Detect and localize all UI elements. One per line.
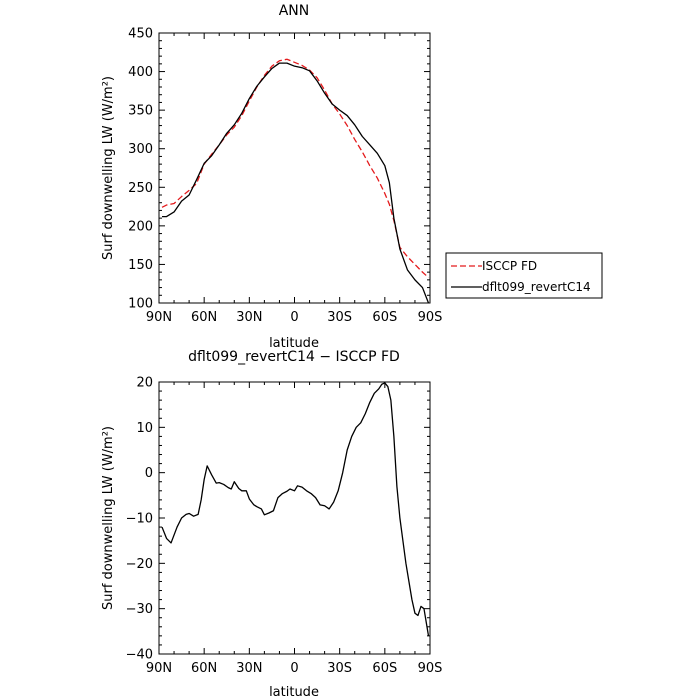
legend-label-model: dflt099_revertC14 [482,280,591,294]
bottom-x-tick-label: 0 [290,661,298,676]
top-x-tick-label: 60S [372,310,397,325]
top-series-line-1 [162,62,430,304]
top-x-tick-label: 60N [191,310,217,325]
bottom-y-tick-label: −10 [126,512,153,527]
bottom-y-axis-title: Surf downwelling LW (W/m²) [101,426,116,610]
top-x-tick-label: 30S [327,310,352,325]
top-plot-title: ANN [279,3,310,19]
bottom-y-tick-label: 10 [136,421,153,436]
top-y-tick-label: 450 [128,27,153,42]
legend: ISCCP FD dflt099_revertC14 [445,252,603,299]
bottom-y-tick-label: −40 [126,648,153,663]
bottom-y-tick-label: −30 [126,602,153,617]
bottom-plot-frame [158,381,431,655]
bottom-y-tick-label: 20 [136,376,153,391]
top-x-axis-title: latitude [269,336,319,351]
bottom-x-tick-label: 60N [191,661,217,676]
legend-frame [445,252,603,299]
bottom-x-axis-title: latitude [269,685,319,700]
bottom-panel: dflt099_revertC14 − ISCCP FD 90N 60N 30N 0 3… [101,349,442,700]
top-x-tick-label: 30N [236,310,262,325]
bottom-x-tick-label: 90N [146,661,172,676]
bottom-x-tick-label: 30S [327,661,352,676]
top-y-tick-label: 150 [128,258,153,273]
top-x-tick-label: 90N [146,310,172,325]
top-x-tick-label: 0 [290,310,298,325]
top-series-group [161,58,430,304]
top-y-tick-label: 350 [128,104,153,119]
bottom-ticks: 90N 60N 30N 0 30S 60S 90S −40 −30 −20 −10 0 10 20 [126,376,443,677]
top-y-tick-label: 300 [128,142,153,157]
top-y-tick-label: 250 [128,181,153,196]
bottom-y-tick-label: 0 [145,466,153,481]
bottom-x-tick-label: 90S [418,661,443,676]
bottom-plot-title: dflt099_revertC14 − ISCCP FD [188,349,400,365]
bottom-x-tick-label: 30N [236,661,262,676]
top-y-tick-label: 100 [128,297,153,312]
bottom-series-group [161,382,430,636]
legend-label-isccp: ISCCP FD [482,259,537,273]
top-ticks: 90N 60N 30N 0 30S 60S 90S 100 150 200 250 300 350 400… [128,27,442,326]
top-y-axis-title: Surf downwelling LW (W/m²) [101,76,116,260]
bottom-series-line-0 [161,382,430,636]
top-plot-frame [158,32,431,304]
top-panel: ANN 90N 60N 30N 0 30S 60S 90S 100 150 200 250 300 35… [101,3,442,351]
bottom-y-tick-label: −20 [126,557,153,572]
top-y-tick-label: 400 [128,65,153,80]
top-y-tick-label: 200 [128,219,153,234]
top-x-tick-label: 90S [418,310,443,325]
bottom-x-tick-label: 60S [372,661,397,676]
